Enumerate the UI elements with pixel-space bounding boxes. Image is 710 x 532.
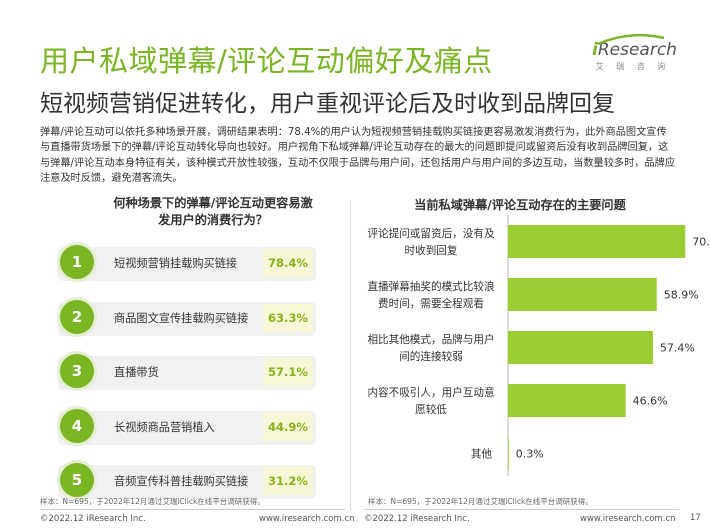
- right-panel-heading: 当前私域弹幕/评论互动存在的主要问题: [414, 198, 626, 212]
- scenario-number-badge: 2: [60, 299, 94, 334]
- scenario-number-badge: 1: [60, 245, 94, 279]
- chart-category-label: 其他: [471, 448, 493, 461]
- problems-bar-chart: 70.2% 评论提问或留资后，没有及时收到回复 58.9% 直播弹幕抽奖的模式比较浪费…: [367, 215, 710, 476]
- chart-bar: [508, 384, 626, 417]
- scenario-number-badge: 4: [60, 408, 94, 443]
- logo-word: iResearch: [592, 40, 677, 60]
- right-sample-note: 样本：N=695，于2022年12月通过艾瑞iClick在线平台调研获得。: [368, 497, 593, 506]
- scenario-value: 57.1%: [263, 358, 313, 387]
- footer-divider-right: [364, 509, 679, 510]
- scenario-item: 4 长视频商品营销植入 44.9%: [58, 408, 326, 447]
- scenario-item: 3 直播带货 57.1%: [58, 354, 326, 392]
- page-number: 17: [690, 513, 701, 523]
- iresearch-logo: iResearch 艾 瑞 咨 询: [592, 34, 677, 72]
- footer-divider-left: [40, 509, 345, 510]
- logo-subtitle: 艾 瑞 咨 询: [595, 62, 671, 71]
- chart-category-label: 相比其他模式，品牌与用户间的连接较弱: [367, 333, 494, 363]
- scenario-label: 音频宣传科普挂载购买链接: [114, 475, 249, 489]
- scenario-item: 2 商品图文宣传挂载购买链接 63.3%: [58, 299, 326, 338]
- scenario-value: 78.4%: [263, 249, 313, 277]
- scenario-label: 长视频商品营销植入: [114, 420, 215, 434]
- scenario-label: 商品图文宣传挂载购买链接: [114, 311, 249, 325]
- intro-paragraph: 弹幕/评论互动可以依托多种场景开展，调研结果表明：78.4%的用户认为短视频营销…: [40, 127, 676, 185]
- scenario-list: 1 短视频营销挂载购买链接 78.4% 2 商品图文宣传挂载购买链接 63.3%…: [58, 245, 326, 518]
- chart-value-label: 46.6%: [633, 395, 668, 408]
- scenario-item: 1 短视频营销挂载购买链接 78.4%: [58, 245, 326, 283]
- scenario-value: 44.9%: [263, 412, 313, 441]
- left-panel-heading: 何种场景下的弹幕/评论互动更容易激发用户的消费行为？: [113, 196, 313, 227]
- logo-swoosh-icon: [597, 34, 665, 46]
- chart-bar: [508, 437, 509, 470]
- page-subtitle: 短视频营销促进转化，用户重视评论后及时收到品牌回复: [40, 91, 615, 117]
- panel-divider: [350, 200, 351, 510]
- scenario-item: 5 音频宣传科普挂载购买链接 31.2%: [58, 463, 326, 501]
- left-sample-note: 样本：N=695，于2022年12月通过艾瑞iClick在线平台调研获得。: [40, 497, 265, 506]
- chart-category-label: 内容不吸引人，用户互动意愿较低: [367, 386, 494, 416]
- chart-bar: [508, 331, 653, 364]
- chart-value-label: 0.3%: [516, 448, 544, 461]
- chart-bar: [508, 278, 657, 311]
- footer-copyright-left: ©2022.12 iResearch Inc.: [40, 514, 146, 524]
- scenario-value: 63.3%: [263, 303, 313, 332]
- scenario-number-badge: 3: [60, 354, 94, 389]
- chart-value-label: 58.9%: [664, 289, 699, 302]
- chart-category-label: 直播弹幕抽奖的模式比较浪费时间，需要全程观看: [367, 280, 495, 310]
- chart-value-label: 57.4%: [660, 342, 695, 355]
- footer-copyright-right: ©2022.12 iResearch Inc.: [364, 514, 470, 524]
- chart-bar: [508, 225, 686, 258]
- footer-url-left: www.iresearch.com.cn: [259, 514, 355, 524]
- scenario-label: 直播带货: [114, 366, 159, 380]
- chart-value-label: 70.2%: [692, 236, 710, 249]
- scenario-number-badge: 5: [60, 463, 94, 498]
- scenario-label: 短视频营销挂载购买链接: [114, 257, 238, 270]
- chart-category-label: 评论提问或留资后，没有及时收到回复: [367, 227, 495, 257]
- scenario-value: 31.2%: [263, 467, 313, 496]
- footer-url-right: www.iresearch.com.cn: [580, 514, 676, 524]
- page-title: 用户私域弹幕/评论互动偏好及痛点: [40, 44, 493, 78]
